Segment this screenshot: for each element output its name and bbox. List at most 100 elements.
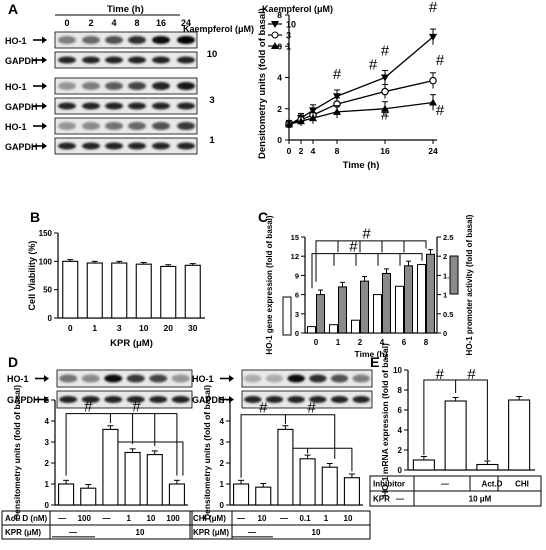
blot-d2-membrane (241, 369, 373, 388)
blot-a-membrane (54, 117, 198, 135)
chart-d2: 0 1 2 3 4 5 Densitometry units (fold of basal)… (189, 385, 371, 540)
blot-d2-membrane (241, 390, 373, 409)
chart-d1-hash: # (84, 399, 93, 416)
chart-d2-y-tick-label: 0 (220, 501, 225, 510)
chart-a-legend-marker (271, 31, 279, 39)
chart-e-bar (444, 400, 467, 471)
blot-a-conc: 3 (209, 95, 214, 106)
chart-e-y-tick-label: 10 (393, 366, 402, 375)
blot-a-band (105, 142, 123, 150)
blot-d2-band (244, 374, 262, 383)
chart-a-hash: # (333, 66, 342, 83)
blot-a-band (82, 102, 100, 110)
chart-a-ylabel: Densitometry units (fold of basal) (257, 8, 268, 159)
blot-a-band (58, 142, 76, 150)
blot-a-row-label: GAPDH (5, 102, 38, 112)
chart-b-x-tick-label: 30 (188, 323, 198, 333)
chart-a-hash: # (381, 43, 390, 60)
blot-a-row-label: HO-1 (5, 82, 27, 92)
blot-a-conc: 1 (209, 135, 215, 146)
blot-d1-membrane (56, 390, 193, 409)
blot-a-band (177, 82, 195, 90)
chart-a-legend-label: 3 (286, 31, 291, 41)
blot-d1-band (149, 396, 168, 403)
chart-a-hash: # (429, 0, 438, 16)
chart-e-table-label: Inhibitor (373, 480, 405, 489)
chart-a-y-tick-label: 0 (277, 135, 282, 145)
chart-d1-table-cell: 100 (78, 514, 92, 523)
chart-b-x-tick-label: 0 (68, 323, 73, 333)
chart-c-bar-expression (395, 285, 404, 334)
chart-a-legend-title: Kaempferol (μM) (262, 4, 333, 14)
chart-d1-y-tick-label: 1 (45, 480, 50, 489)
chart-b-bar (62, 260, 79, 319)
blot-d2-band (330, 374, 349, 383)
chart-d2-table-cell: 0.1 (299, 514, 311, 523)
chart-d2-bracket (240, 414, 286, 478)
blot-a-band (58, 56, 76, 64)
chart-c-y-tick-label: 0 (295, 329, 299, 338)
blot-a-row-label: GAPDH (5, 142, 38, 152)
blot-a-row-label: HO-1 (5, 36, 27, 46)
blot-d1-band (81, 374, 100, 383)
chart-d2-table-cell: — (280, 514, 288, 523)
chart-a-point (429, 76, 437, 85)
chart-c-bar-promoter (338, 286, 347, 334)
chart-d2-y-tick-label: 4 (220, 417, 225, 426)
chart-e-hash: # (436, 366, 445, 383)
blot-d1-arrow-head (44, 375, 49, 382)
panel-label-a: A (8, 1, 18, 17)
blot-d1-band (104, 396, 123, 403)
blot-a-band (128, 82, 146, 90)
blot-a-band (105, 102, 123, 110)
chart-e-ylabel: HO-1 mRNA expression (fold of basal) (380, 343, 390, 497)
blot-a-band (82, 142, 100, 150)
chart-d1-table-label: Act. D (nM) (5, 514, 48, 523)
chart-c-x-tick-label: 8 (424, 338, 429, 347)
chart-c-y2-tick-label: 2.5 (443, 233, 453, 242)
chart-c-bracket (315, 240, 427, 282)
chart-c-bar-expression (351, 319, 360, 334)
chart-b-bar (160, 265, 177, 319)
chart-e-table-cell: 10 μM (469, 495, 492, 504)
blot-a-band (82, 36, 100, 44)
chart-a-hash: # (381, 107, 390, 124)
blot-a-band (177, 122, 195, 130)
blot-a-band (82, 122, 100, 130)
blot-d1: HO-1 GAPDH (7, 369, 193, 409)
blot-a-arrow-head (42, 122, 47, 130)
chart-b-y-tick-label: 50 (43, 286, 52, 295)
blot-d1-band (126, 374, 145, 383)
blot-a-times: 0 2 4 8 16 24 (64, 18, 191, 28)
blot-d1-row-label: HO-1 (7, 374, 29, 384)
chart-a-hash: # (436, 102, 445, 119)
chart-c-bar-expression (307, 326, 316, 334)
chart-d2-table-cell: 10 (312, 528, 321, 537)
blot-a-band (105, 122, 123, 130)
chart-d1-y-tick-label: 2 (45, 459, 50, 468)
chart-c-hash: # (349, 239, 358, 256)
blot-a-band (58, 102, 76, 110)
chart-a-point (309, 114, 317, 122)
blot-a-time-header: Time (h) (107, 4, 144, 15)
chart-e-bracket (455, 379, 488, 460)
blot-a-arrow-head (42, 102, 47, 110)
blot-d2-band (309, 374, 327, 383)
blot-d2-band (352, 396, 370, 403)
chart-a-point (381, 74, 389, 82)
blot-a-band (152, 142, 170, 150)
chart-b-y-tick-label: 100 (39, 257, 53, 266)
chart-a: 0246802481624Time (h)Densitometry units … (257, 0, 445, 171)
blot-a-band (58, 122, 76, 130)
blot-a-time-label: 16 (156, 18, 166, 28)
blot-d2-band (330, 396, 349, 403)
chart-d1-table-cell: 1 (126, 514, 131, 523)
chart-b-x-tick-label: 3 (117, 323, 122, 333)
chart-d2-bracket (285, 414, 336, 459)
chart-d1-hash: # (132, 399, 141, 416)
chart-e-table-cell: — (441, 480, 449, 489)
chart-a-y-tick-label: 8 (277, 10, 282, 20)
chart-d2-bar (343, 477, 360, 506)
chart-c-y-tick-label: 15 (291, 233, 299, 242)
chart-e-y-tick-label: 6 (398, 406, 403, 415)
